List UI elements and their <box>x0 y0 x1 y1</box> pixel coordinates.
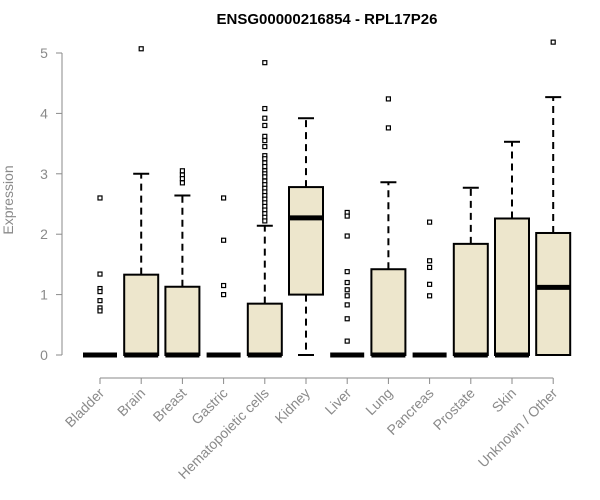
outlier-point <box>344 316 350 322</box>
outlier-point <box>344 279 350 286</box>
outlier-point <box>179 180 185 186</box>
box-body <box>535 231 572 357</box>
box-group <box>535 39 572 357</box>
x-tick-label: Bladder <box>62 385 108 431</box>
box-body <box>246 302 283 357</box>
outlier-point <box>262 218 268 224</box>
x-tick-label: Lung <box>362 385 395 418</box>
outlier-point <box>221 195 227 201</box>
box-body <box>370 268 407 356</box>
outlier-point <box>221 237 227 243</box>
y-tick-label: 4 <box>40 105 48 121</box>
x-tick-label: Prostate <box>430 385 478 433</box>
outlier-point <box>344 338 350 344</box>
box-group <box>370 96 407 358</box>
x-tick-label: Skin <box>489 385 520 416</box>
outlier-point <box>179 168 185 174</box>
box-group <box>494 140 530 358</box>
outlier-point <box>97 298 103 304</box>
outlier-point <box>97 288 103 295</box>
outlier-point <box>138 46 144 52</box>
outlier-point <box>344 213 350 219</box>
box-group <box>123 46 160 358</box>
outlier-point <box>385 96 391 102</box>
outlier-point <box>262 144 268 150</box>
x-tick-label: Brain <box>114 385 148 419</box>
outlier-point <box>97 308 103 314</box>
y-tick-label: 2 <box>40 226 48 242</box>
outlier-point <box>550 39 556 45</box>
y-tick-label: 5 <box>40 45 48 61</box>
box-group <box>206 195 241 358</box>
box-group <box>452 186 489 358</box>
box-group <box>288 117 324 356</box>
outlier-point <box>262 163 268 170</box>
box-body <box>494 217 530 356</box>
outlier-point <box>344 287 350 293</box>
box-series <box>83 39 572 358</box>
y-tick-label: 3 <box>40 166 48 182</box>
box-body <box>288 186 324 296</box>
outlier-point <box>262 115 268 121</box>
outlier-point <box>262 105 268 112</box>
outlier-point <box>427 258 433 264</box>
outlier-point <box>221 282 227 289</box>
outlier-point <box>427 281 433 287</box>
y-tick-label: 0 <box>40 347 48 363</box>
outlier-point <box>262 122 268 129</box>
y-tick-label: 1 <box>40 287 48 303</box>
box-body <box>452 242 489 356</box>
box-body <box>123 273 160 356</box>
outlier-point <box>262 137 268 144</box>
y-axis: 0 1 2 3 4 5 <box>40 45 63 363</box>
outlier-point <box>262 133 268 139</box>
outlier-point <box>385 125 391 131</box>
outlier-point <box>97 195 103 201</box>
x-tick-label: Liver <box>322 385 355 418</box>
outlier-point <box>97 271 103 277</box>
chart-title: ENSG00000216854 - RPL17P26 <box>217 11 438 28</box>
box-group <box>164 168 201 358</box>
box-group <box>246 60 283 358</box>
x-tick-label: Breast <box>150 385 190 425</box>
outlier-point <box>262 156 268 162</box>
outlier-point <box>221 292 227 298</box>
box-group <box>330 209 365 358</box>
outlier-point <box>344 269 350 275</box>
outlier-point <box>179 176 185 182</box>
box-body <box>164 285 201 356</box>
box-group <box>412 219 447 358</box>
outlier-point <box>427 264 433 271</box>
outlier-point <box>262 174 268 180</box>
outlier-point <box>427 219 433 225</box>
box-group <box>83 195 117 358</box>
outlier-point <box>344 233 350 239</box>
x-tick-label: Kidney <box>272 385 314 427</box>
y-axis-label: Expression <box>0 165 16 234</box>
outlier-point <box>344 302 350 308</box>
outlier-point <box>344 293 350 299</box>
outlier-point <box>427 293 433 299</box>
outlier-point <box>262 60 268 66</box>
